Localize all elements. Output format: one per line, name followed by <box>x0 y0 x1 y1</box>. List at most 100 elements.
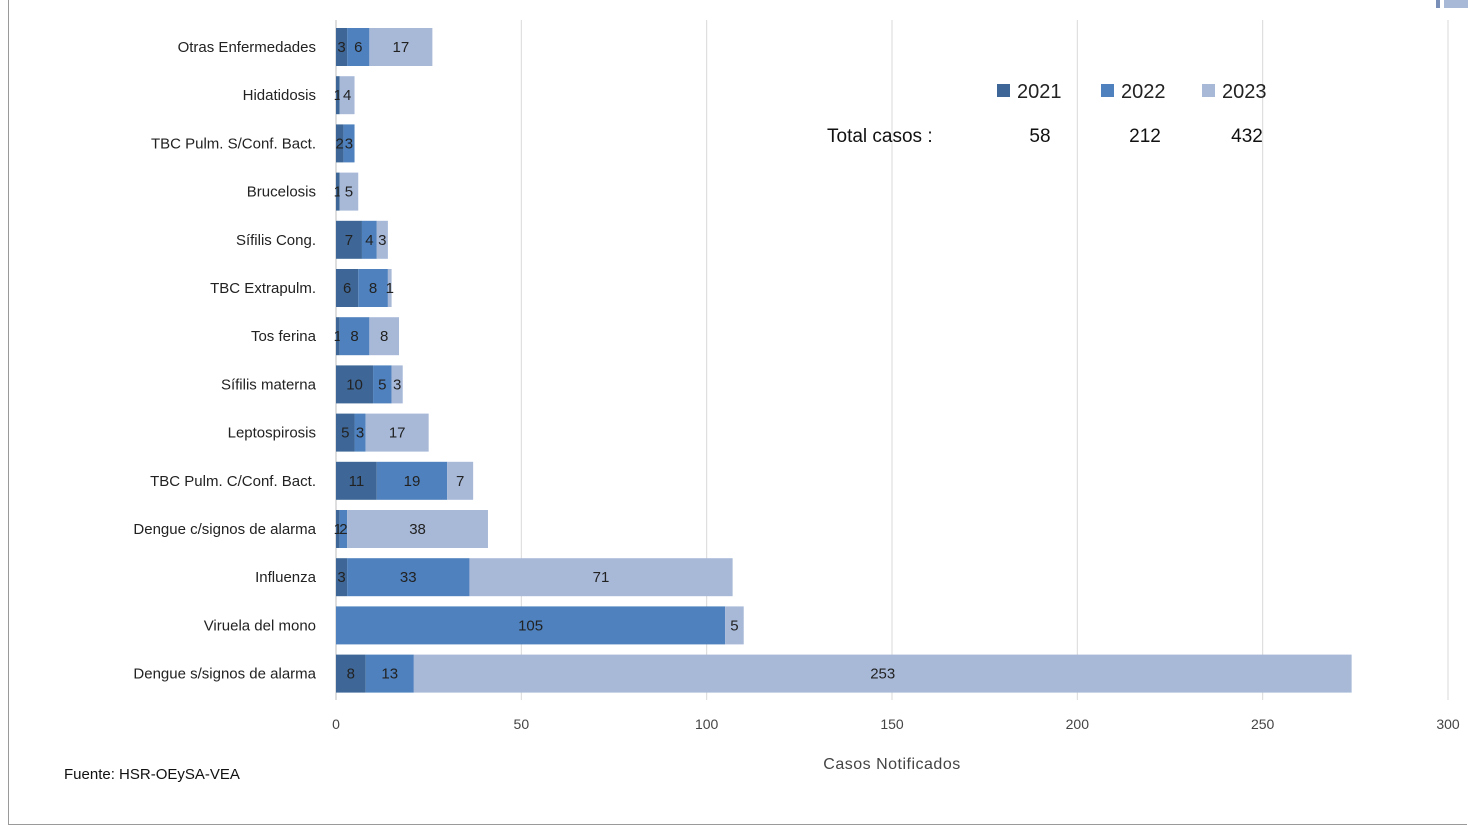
bar-segment <box>373 365 392 404</box>
data-label: 3 <box>378 232 386 249</box>
data-label: 5 <box>345 184 353 201</box>
bar-segment <box>413 654 1352 693</box>
legend-label: 2022 <box>1121 81 1166 103</box>
category-label: Tos ferina <box>251 328 317 345</box>
data-label: 1 <box>386 280 394 297</box>
bar-segment <box>343 124 355 163</box>
bar-segment <box>336 220 362 259</box>
data-label: 1 <box>334 521 342 538</box>
data-label: 4 <box>365 232 373 249</box>
bar-segment <box>336 28 348 66</box>
legend: 2021 2022 2023 <box>997 81 1267 103</box>
x-tick-label: 150 <box>880 716 904 732</box>
total-value: 432 <box>1231 126 1263 147</box>
data-label: 3 <box>337 39 345 56</box>
data-label: 3 <box>345 135 353 152</box>
data-label: 33 <box>400 569 417 586</box>
data-label: 5 <box>730 617 738 634</box>
bar-segment <box>336 365 374 404</box>
bar-segment <box>347 558 470 597</box>
legend-swatch <box>1202 84 1215 97</box>
bar-segment <box>725 606 744 645</box>
category-label: Leptospirosis <box>228 425 316 442</box>
bar-segment <box>447 461 474 500</box>
data-label: 1 <box>334 184 342 201</box>
gridlines <box>335 20 1449 700</box>
data-label: 10 <box>346 376 363 393</box>
data-label: 105 <box>518 617 543 634</box>
data-label: 6 <box>343 280 351 297</box>
bar-segment <box>336 654 366 693</box>
category-label: Dengue c/signos de alarma <box>133 521 316 538</box>
bar-segment <box>369 317 400 356</box>
x-tick-label: 200 <box>1066 716 1090 732</box>
chart-frame <box>8 0 1467 825</box>
bar-segment <box>339 76 355 115</box>
category-labels: Otras Enfermedades Hidatidosis TBC Pulm. S… <box>133 39 316 683</box>
bar-segment <box>361 220 377 259</box>
data-label: 5 <box>341 425 349 442</box>
data-label: 71 <box>593 569 610 586</box>
data-label: 7 <box>456 473 464 490</box>
bar-segment <box>387 269 392 307</box>
bar-segment <box>347 510 488 548</box>
data-label: 8 <box>347 666 355 683</box>
data-label: 1 <box>334 87 342 104</box>
bar-segment <box>336 76 340 115</box>
data-label: 38 <box>409 521 426 538</box>
bar-segment <box>336 461 377 500</box>
corner-decoration <box>1436 0 1468 8</box>
bar-segment <box>376 461 448 500</box>
category-label: TBC Pulm. S/Conf. Bact. <box>151 135 316 152</box>
bar-segment <box>336 558 348 597</box>
data-label: 17 <box>393 39 410 56</box>
data-label: 8 <box>369 280 377 297</box>
category-label: TBC Extrapulm. <box>210 280 316 297</box>
bar-segment <box>336 269 359 307</box>
total-value: 212 <box>1129 126 1161 147</box>
x-tick-label: 50 <box>514 716 530 732</box>
category-label: Hidatidosis <box>243 87 316 104</box>
totals-row: Total casos : 58 212 432 <box>827 126 1263 147</box>
category-label: Influenza <box>255 569 317 586</box>
bar-segment <box>391 365 403 404</box>
total-value: 58 <box>1029 126 1050 147</box>
bar-segment <box>376 220 388 259</box>
data-label: 17 <box>389 425 406 442</box>
bar-segment <box>336 317 340 356</box>
data-label: 11 <box>349 473 365 490</box>
legend-label: 2021 <box>1017 81 1062 103</box>
bar-segment <box>469 558 733 597</box>
x-tick-labels: 0 50 100 150 200 250 300 <box>332 716 1460 732</box>
legend-swatch <box>1101 84 1114 97</box>
bar-segment <box>354 413 366 452</box>
x-tick-label: 300 <box>1436 716 1460 732</box>
bar-segment <box>336 510 340 548</box>
x-tick-label: 100 <box>695 716 719 732</box>
source-note: Fuente: HSR-OEySA-VEA <box>64 766 240 783</box>
data-label: 4 <box>343 87 351 104</box>
data-label: 1 <box>334 328 342 345</box>
category-label: TBC Pulm. C/Conf. Bact. <box>150 473 316 490</box>
bar-segment <box>336 413 355 452</box>
data-label: 3 <box>356 425 364 442</box>
data-label: 19 <box>404 473 421 490</box>
category-label: Dengue s/signos de alarma <box>133 666 316 683</box>
bar-segment <box>358 269 388 307</box>
bar-segment <box>336 606 726 645</box>
data-label: 3 <box>393 376 401 393</box>
bar-segment <box>339 317 370 356</box>
data-label: 3 <box>337 569 345 586</box>
bar-segment <box>365 413 429 452</box>
x-tick-label: 0 <box>332 716 340 732</box>
category-label: Viruela del mono <box>204 617 316 634</box>
totals-label: Total casos : <box>827 126 933 147</box>
bar-segment <box>347 28 370 66</box>
legend-swatch <box>997 84 1010 97</box>
data-label: 8 <box>350 328 358 345</box>
data-label: 8 <box>380 328 388 345</box>
legend-label: 2023 <box>1222 81 1267 103</box>
data-label: 6 <box>354 39 362 56</box>
